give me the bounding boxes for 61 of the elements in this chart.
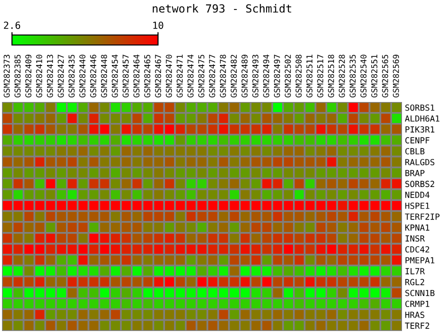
x-tick-label: GSM282409 (25, 54, 32, 98)
x-tick-label: GSM282569 (392, 54, 399, 98)
x-tick-label: GSM282385 (14, 54, 21, 98)
x-tick-label: GSM282464 (133, 54, 140, 98)
x-tick-label: GSM282413 (46, 54, 54, 98)
y-tick-label: TERF2 (404, 322, 430, 329)
x-tick-label: GSM282440 (79, 54, 86, 98)
x-tick-label: GSM282493 (252, 54, 258, 98)
y-tick-label: NEDD4 (405, 192, 430, 198)
x-tick-label: GSM282435 (68, 54, 75, 98)
x-tick-label: GSM282518 (328, 54, 334, 98)
x-tick-label: GSM282551 (371, 54, 378, 98)
x-tick-label: GSM282467 (155, 54, 162, 98)
y-tick-label: CBLB (405, 148, 424, 154)
x-tick-label: GSM282446 (90, 54, 96, 98)
x-tick-label: GSM282427 (58, 54, 64, 98)
x-tick-label: GSM282502 (284, 54, 291, 98)
x-tick-label: GSM282565 (382, 54, 388, 98)
y-tick-label: KPNA1 (405, 224, 430, 231)
x-tick-label: GSM282528 (338, 54, 345, 98)
y-tick-label: SCNN1B (405, 290, 434, 296)
y-tick-label: CDC42 (405, 246, 430, 253)
y-tick-label: HRAS (405, 312, 424, 318)
y-tick-label: HSPE1 (405, 202, 430, 209)
y-tick-label: SORBS1 (405, 104, 434, 111)
x-tick-label: GSM282465 (144, 54, 150, 98)
x-tick-label: GSM282489 (242, 54, 248, 98)
x-tick-label: GSM282494 (263, 54, 270, 98)
y-tick-label: CENPF (405, 137, 430, 144)
y-tick-label: CRMP1 (405, 300, 430, 308)
x-tick-label: GSM282535 (350, 54, 356, 98)
x-tick-label: GSM282540 (360, 54, 367, 98)
x-tick-label: GSM282470 (166, 54, 172, 98)
color-bar-label: 10 (153, 22, 164, 29)
x-tick-label: GSM282511 (306, 54, 312, 98)
x-tick-label: GSM282410 (36, 54, 42, 98)
color-bar-label: 2.6 (4, 22, 20, 29)
x-tick-label: GSM282497 (274, 54, 280, 98)
x-tick-label: GSM282482 (230, 54, 237, 98)
chart-title: network 793 - Schmidt (152, 4, 292, 13)
x-tick-label: GSM282373 (4, 54, 10, 98)
x-tick-label: GSM282454 (112, 54, 118, 98)
y-tick-label: PMEPA1 (406, 257, 434, 264)
x-tick-label: GSM282471 (176, 54, 183, 98)
x-tick-label: GSM282474 (187, 54, 194, 98)
x-tick-label: GSM282477 (209, 54, 216, 98)
x-tick-label: GSM282517 (317, 54, 324, 98)
y-tick-label: RALGDS (405, 158, 434, 166)
x-tick-label: GSM282478 (220, 54, 226, 98)
x-tick-label: GSM282475 (198, 54, 204, 98)
x-tick-label: GSM282457 (122, 54, 129, 98)
y-tick-label: SORBS2 (405, 180, 434, 188)
y-tick-label: RGL2 (405, 278, 424, 286)
y-tick-label: INSR (406, 235, 425, 242)
x-tick-label: GSM282508 (296, 54, 302, 98)
y-tick-label: PIK3R1 (406, 126, 434, 133)
y-tick-label: ALDH6A1 (404, 115, 440, 122)
y-tick-label: IL7R (406, 268, 425, 274)
x-tick-label: GSM282448 (100, 54, 108, 98)
y-tick-label: BRAP (405, 170, 424, 176)
y-tick-label: TERF2IP (404, 214, 440, 220)
